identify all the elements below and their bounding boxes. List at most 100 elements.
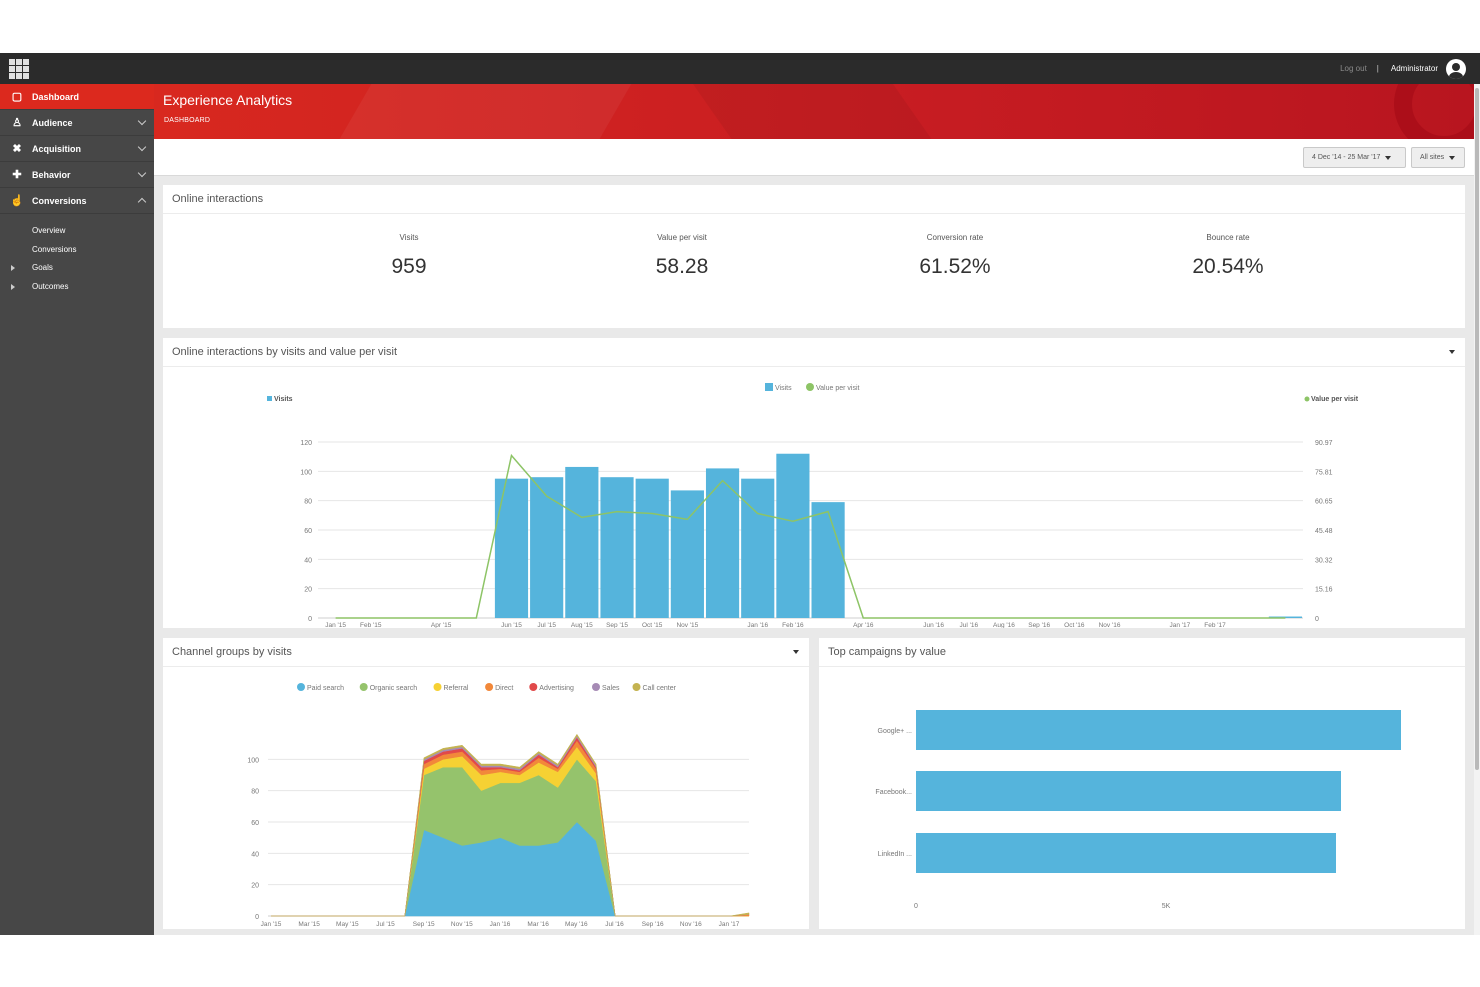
y-tick-label: 0 [308, 616, 312, 623]
caret-right-icon[interactable] [11, 265, 15, 271]
panel-menu-icon[interactable] [793, 650, 799, 654]
x-tick-label: Apr '15 [431, 622, 452, 628]
x-tick-label: Sep '15 [413, 921, 435, 928]
x-tick-label: Jun '16 [923, 622, 944, 628]
kpi-value: 959 [391, 255, 427, 278]
panel-header [819, 638, 1465, 667]
x-tick-label: Apr '16 [853, 622, 874, 628]
y2-tick-label: 90.97 [1315, 440, 1333, 447]
subnav-item-outcomes[interactable]: Outcomes [0, 278, 154, 297]
category-label: LinkedIn ... [878, 851, 912, 858]
y-tick-label: 40 [251, 851, 259, 858]
sidebar-item-conversions[interactable]: ☝ Conversions [0, 188, 154, 214]
y-tick-label: 120 [300, 440, 312, 447]
bar-visits [776, 453, 810, 618]
page-header: Experience Analytics DASHBOARD [154, 84, 1474, 139]
bar-visits [565, 466, 599, 618]
legend-swatch [433, 683, 442, 691]
x-tick-label: Mar '16 [527, 921, 549, 928]
y-tick-label: 60 [251, 820, 259, 827]
monitor-icon: ▢ [11, 90, 23, 103]
x-tick-label: Jan '15 [325, 622, 346, 628]
top-bar: Log out | Administrator [0, 53, 1480, 84]
logout-link[interactable]: Log out [1340, 64, 1367, 73]
conversions-subnav: Overview Conversions Goals Outcomes [0, 214, 154, 296]
topbar-separator: | [1376, 64, 1379, 73]
x-tick-label: Jul '15 [537, 622, 556, 628]
legend-label: Visits [775, 385, 792, 392]
panel-menu-icon[interactable] [1449, 350, 1455, 354]
subnav-item-goals[interactable]: Goals [0, 259, 154, 278]
subnav-item-overview[interactable]: Overview [0, 222, 154, 241]
people-icon: ♙ [12, 116, 22, 129]
bar-visits [811, 502, 845, 618]
kpi-bounce-rate: Bounce rate 20.54% [1128, 233, 1328, 279]
kpi-value: 58.28 [655, 255, 709, 278]
arrows-in-icon: ✖ [12, 142, 22, 155]
header-ring-decoration [1394, 84, 1474, 139]
x-tick-label: Sep '16 [642, 921, 664, 928]
sidebar-item-acquisition[interactable]: ✖ Acquisition [0, 136, 154, 162]
panel-header [163, 338, 1465, 367]
category-label: Google+ ... [878, 728, 912, 735]
date-range-dropdown[interactable]: 4 Dec '14 - 25 Mar '17 [1303, 147, 1406, 168]
sidebar-item-label: Dashboard [32, 91, 80, 102]
subnav-label: Overview [32, 226, 66, 235]
subnav-label: Outcomes [32, 281, 69, 291]
legend-label: Advertising [539, 685, 574, 692]
sidebar-item-behavior[interactable]: ✚ Behavior [0, 162, 154, 188]
chevron-down-icon[interactable] [137, 168, 147, 178]
caret-right-icon[interactable] [11, 283, 15, 290]
y-tick-label: 80 [304, 499, 312, 506]
breadcrumb[interactable]: DASHBOARD [164, 117, 211, 124]
subnav-label: Goals [32, 263, 53, 272]
line-value-per-visit [335, 453, 1286, 619]
legend-label: Sales [602, 685, 620, 692]
x-tick-label: Aug '15 [571, 622, 593, 628]
bar-campaign [916, 771, 1341, 811]
bar-visits [494, 478, 529, 618]
scrollbar-thumb[interactable] [1475, 88, 1479, 770]
panel-title: Online interactions [172, 193, 264, 205]
legend-label: Value per visit [816, 385, 860, 392]
panel-header [163, 638, 809, 667]
app-grid-icon[interactable] [9, 59, 29, 79]
page-title: Experience Analytics [163, 92, 293, 108]
user-name[interactable]: Administrator [1390, 64, 1438, 73]
x-tick-label: Aug '16 [993, 622, 1015, 628]
sidebar-item-label: Behavior [32, 169, 71, 180]
panel-title: Channel groups by visits [172, 646, 292, 658]
y-axis-title: Visits [274, 396, 293, 403]
kpi-label: Visits [399, 233, 419, 242]
kpi-label: Conversion rate [926, 233, 984, 242]
chevron-down-icon[interactable] [137, 116, 147, 126]
chevron-down-icon[interactable] [137, 142, 147, 152]
y2-tick-label: 30.32 [1315, 557, 1333, 564]
legend-swatch [632, 683, 641, 691]
sidebar: ▢ Dashboard ♙ Audience ✖ Acquisition ✚ B… [0, 84, 154, 935]
bar-campaign [916, 833, 1336, 873]
sidebar-item-audience[interactable]: ♙ Audience [0, 110, 154, 136]
kpi-value: 61.52% [919, 255, 991, 278]
axis-title-swatch [267, 396, 272, 401]
channels-chart-panel: Channel groups by visits Paid search Orga… [163, 638, 809, 929]
y-tick-label: 20 [251, 883, 259, 890]
x-tick-label: Jul '15 [376, 921, 395, 928]
avatar-icon[interactable] [1446, 58, 1466, 79]
sites-dropdown[interactable]: All sites [1411, 147, 1465, 168]
x-tick-label: Feb '17 [1204, 622, 1226, 628]
y2-tick-label: 0 [1315, 616, 1319, 623]
sidebar-item-dashboard[interactable]: ▢ Dashboard [0, 84, 154, 110]
panel-title: Top campaigns by value [828, 646, 947, 658]
dropdown-arrow-icon [1385, 155, 1392, 160]
bar-visits [530, 477, 564, 618]
legend-swatch [297, 683, 305, 691]
x-tick-label: Sep '15 [606, 622, 628, 628]
y2-tick-label: 60.65 [1315, 499, 1333, 506]
y-tick-label: 80 [251, 789, 259, 796]
subnav-item-conversions[interactable]: Conversions [0, 241, 154, 260]
panel-header [163, 185, 1465, 214]
chevron-up-icon[interactable] [137, 197, 147, 207]
channels-area-chart: Paid search Organic search Referral Direct A… [247, 683, 750, 928]
sidebar-item-label: Conversions [32, 195, 87, 206]
